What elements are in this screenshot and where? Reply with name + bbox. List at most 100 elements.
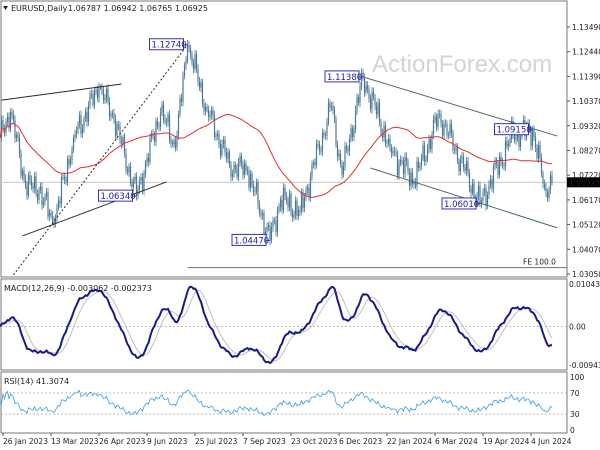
candle-body [539, 145, 541, 158]
candle-body [461, 156, 463, 160]
candle-body [372, 91, 375, 97]
candle-body [548, 189, 550, 198]
candle-body [129, 166, 132, 184]
candle-body [66, 158, 69, 182]
candle-body [258, 204, 261, 214]
candle-body [458, 160, 460, 172]
candle-body [266, 227, 268, 232]
candle-body [57, 200, 60, 208]
candle-body [500, 156, 502, 162]
candle-body [519, 136, 522, 147]
candle-body [71, 149, 73, 161]
candle-body [207, 109, 210, 117]
candle-body [291, 212, 294, 218]
rsi-panel-frame [0, 371, 568, 434]
current-price-tag [567, 177, 600, 188]
x-tick-label: 4 Jun 2024 [531, 437, 572, 446]
candle-body [201, 82, 204, 104]
candle-body [452, 132, 454, 151]
candle-body [18, 137, 21, 154]
candle-body [447, 134, 450, 136]
candle-body [56, 207, 58, 218]
candle-body [209, 115, 211, 117]
candle-body [206, 106, 208, 110]
candle-body [222, 139, 225, 145]
candle-body [438, 114, 441, 115]
candle-body [225, 152, 228, 159]
candle-body [531, 129, 534, 147]
candle-body [147, 157, 150, 162]
candle-body [93, 91, 96, 105]
candle-body [186, 44, 189, 61]
candle-body [513, 134, 516, 141]
candle-body [122, 137, 124, 144]
rsi-line [0, 389, 553, 417]
candle-body [168, 114, 171, 141]
date-axis: 26 Jan 2023 13 Mar 2023 26 Apr 2023 9 Jun 2… [2, 433, 572, 446]
candle-body [78, 115, 81, 125]
candle-body [59, 200, 61, 204]
x-tick-label: 22 Jan 2024 [387, 437, 432, 446]
candle-body [528, 123, 531, 130]
rsi-panel: 100 70 30 0 [0, 371, 585, 435]
candle-body [348, 139, 351, 152]
candle-body [306, 187, 309, 191]
candle-body [287, 201, 289, 208]
candle-body [65, 179, 67, 182]
candle-body [96, 89, 99, 99]
candle-body [272, 220, 274, 228]
candle-body [321, 132, 324, 152]
macd-line [0, 285, 553, 365]
macd-panel: 0.010434 0.00 -0.009436 [0, 278, 600, 371]
candle-body [155, 121, 157, 142]
candle-body [309, 176, 312, 198]
candle-body [407, 161, 409, 172]
candle-body [384, 125, 387, 144]
candle-body [198, 81, 201, 88]
candle-body [212, 109, 214, 116]
collapse-triangle-icon[interactable] [3, 6, 8, 10]
trendline [22, 181, 167, 237]
candle-body [113, 113, 115, 120]
candle-body [101, 87, 103, 91]
candle-body [131, 183, 133, 188]
candle-body [449, 124, 451, 136]
candle-body [81, 128, 84, 134]
candle-body [6, 117, 9, 122]
x-tick-label: 6 Mar 2024 [435, 437, 478, 446]
candle-body [69, 160, 72, 165]
candle-body [308, 187, 310, 198]
candle-body [492, 166, 495, 189]
candle-body [413, 181, 415, 185]
candle-body [462, 156, 465, 168]
trendline [1, 83, 122, 101]
candle-body [282, 187, 285, 210]
candle-body [456, 147, 459, 161]
candle-body [300, 192, 303, 212]
candle-body [459, 159, 462, 172]
candle-body [326, 122, 328, 136]
candle-body [338, 153, 340, 157]
candle-body [9, 111, 12, 129]
macd-tick-label: -0.009436 [569, 361, 600, 370]
candle-body [405, 156, 408, 162]
candle-body [74, 134, 76, 138]
x-tick-label: 19 Apr 2024 [483, 437, 530, 446]
candle-body [125, 153, 127, 170]
candle-body [132, 180, 135, 188]
x-tick-label: 26 Apr 2023 [99, 437, 146, 446]
candle-body [246, 170, 249, 172]
macd-tick-label: 0.010434 [569, 280, 600, 289]
candle-body [146, 157, 148, 163]
candle-body [410, 172, 412, 187]
candle-body [261, 213, 264, 216]
candle-body [194, 54, 196, 69]
candle-body [333, 110, 336, 119]
candle-body [464, 167, 466, 172]
candle-body [167, 114, 169, 123]
candle-body [176, 135, 178, 148]
candle-body [420, 157, 423, 166]
candle-body [36, 193, 39, 200]
y-tick-label: 1.07220 [572, 171, 600, 180]
